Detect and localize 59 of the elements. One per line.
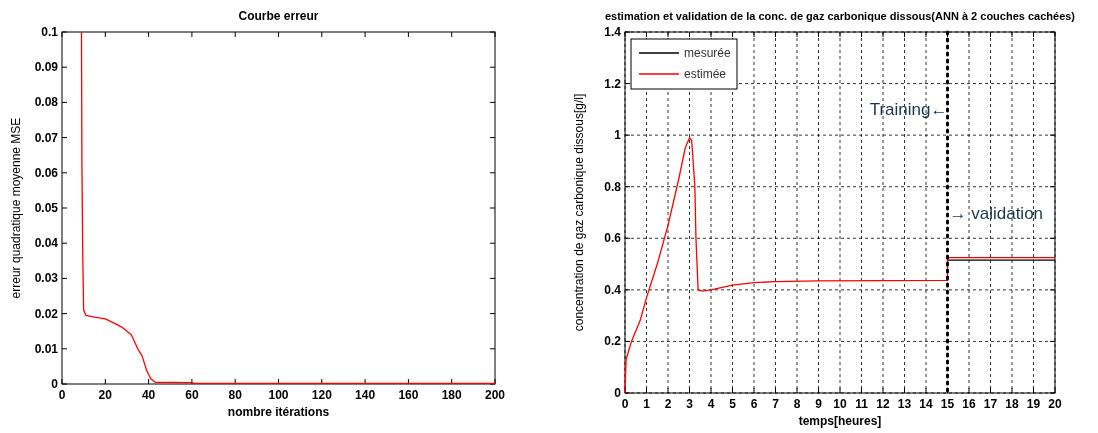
- y-tick-label: 0.03: [34, 271, 59, 286]
- x-axis-title: temps[heures]: [798, 414, 882, 428]
- y-tick-label: 0.08: [34, 95, 59, 110]
- y-tick-label: 0.8: [604, 179, 622, 194]
- x-tick-label: 60: [185, 388, 199, 402]
- y-tick-label: 0.09: [34, 60, 59, 75]
- x-tick-label: 16: [962, 397, 976, 411]
- x-tick-label: 19: [1026, 397, 1041, 411]
- legend-label: mesurée: [684, 46, 732, 60]
- chart-title: estimation et validation de la conc. de gaz carbonique dissous(ANN à 2 couches cachées): [604, 10, 1076, 22]
- x-tick-label: 80: [228, 388, 243, 402]
- x-tick-label: 140: [355, 388, 376, 402]
- y-tick-label: 1.2: [604, 76, 622, 91]
- x-tick-label: 7: [772, 397, 780, 411]
- x-tick-label: 8: [793, 397, 801, 411]
- x-tick-label: 200: [484, 388, 506, 402]
- x-tick-label: 12: [876, 397, 890, 411]
- x-tick-label: 2: [664, 397, 672, 411]
- y-tick-label: 1.4: [604, 25, 622, 39]
- annotation: → validation: [949, 203, 1044, 223]
- x-tick-label: 3: [686, 397, 694, 411]
- x-tick-label: 120: [311, 388, 333, 402]
- x-axis-title: nombre itérations: [227, 405, 330, 419]
- x-tick-label: 180: [441, 388, 463, 402]
- y-tick-label: 0.04: [34, 236, 59, 251]
- x-tick-label: 5: [729, 397, 737, 411]
- line-series: [80, 31, 496, 384]
- y-tick-label: 0.06: [34, 165, 59, 180]
- y-tick-label: 1: [614, 128, 622, 143]
- x-tick-label: 14: [919, 397, 933, 411]
- x-tick-label: 20: [98, 388, 113, 402]
- x-tick-label: 10: [833, 397, 847, 411]
- x-tick-label: 20: [1048, 397, 1062, 411]
- x-tick-label: 17: [983, 397, 998, 411]
- chart-title: Courbe erreur: [238, 9, 319, 23]
- y-tick-label: 0.05: [34, 201, 59, 215]
- y-tick-label: 0.2: [604, 334, 622, 349]
- y-axis-title: erreur quadratique moyenne MSE: [9, 117, 23, 299]
- y-tick-label: 0.4: [604, 282, 622, 297]
- y-tick-label: 0.01: [34, 341, 59, 356]
- annotation: Training←: [869, 100, 948, 120]
- x-tick-label: 160: [398, 388, 419, 402]
- y-tick-label: 0.6: [604, 231, 622, 246]
- y-tick-label: 0: [51, 377, 59, 391]
- x-tick-label: 4: [707, 397, 715, 411]
- y-tick-label: 0.1: [41, 25, 59, 39]
- x-tick-label: 18: [1005, 397, 1019, 411]
- x-tick-label: 6: [750, 397, 758, 411]
- x-tick-label: 15: [940, 397, 955, 411]
- x-tick-label: 13: [897, 397, 912, 411]
- x-tick-label: 40: [141, 388, 156, 402]
- x-tick-label: 1: [643, 397, 651, 411]
- x-tick-label: 11: [855, 397, 869, 411]
- y-tick-label: 0.02: [34, 306, 59, 321]
- x-tick-label: 9: [815, 397, 823, 411]
- y-axis-title: concentration de gaz carbonique dissous[g/l]: [572, 93, 586, 332]
- y-tick-label: 0.07: [34, 130, 59, 145]
- x-tick-label: 100: [268, 388, 289, 402]
- legend-label: estimée: [684, 67, 727, 81]
